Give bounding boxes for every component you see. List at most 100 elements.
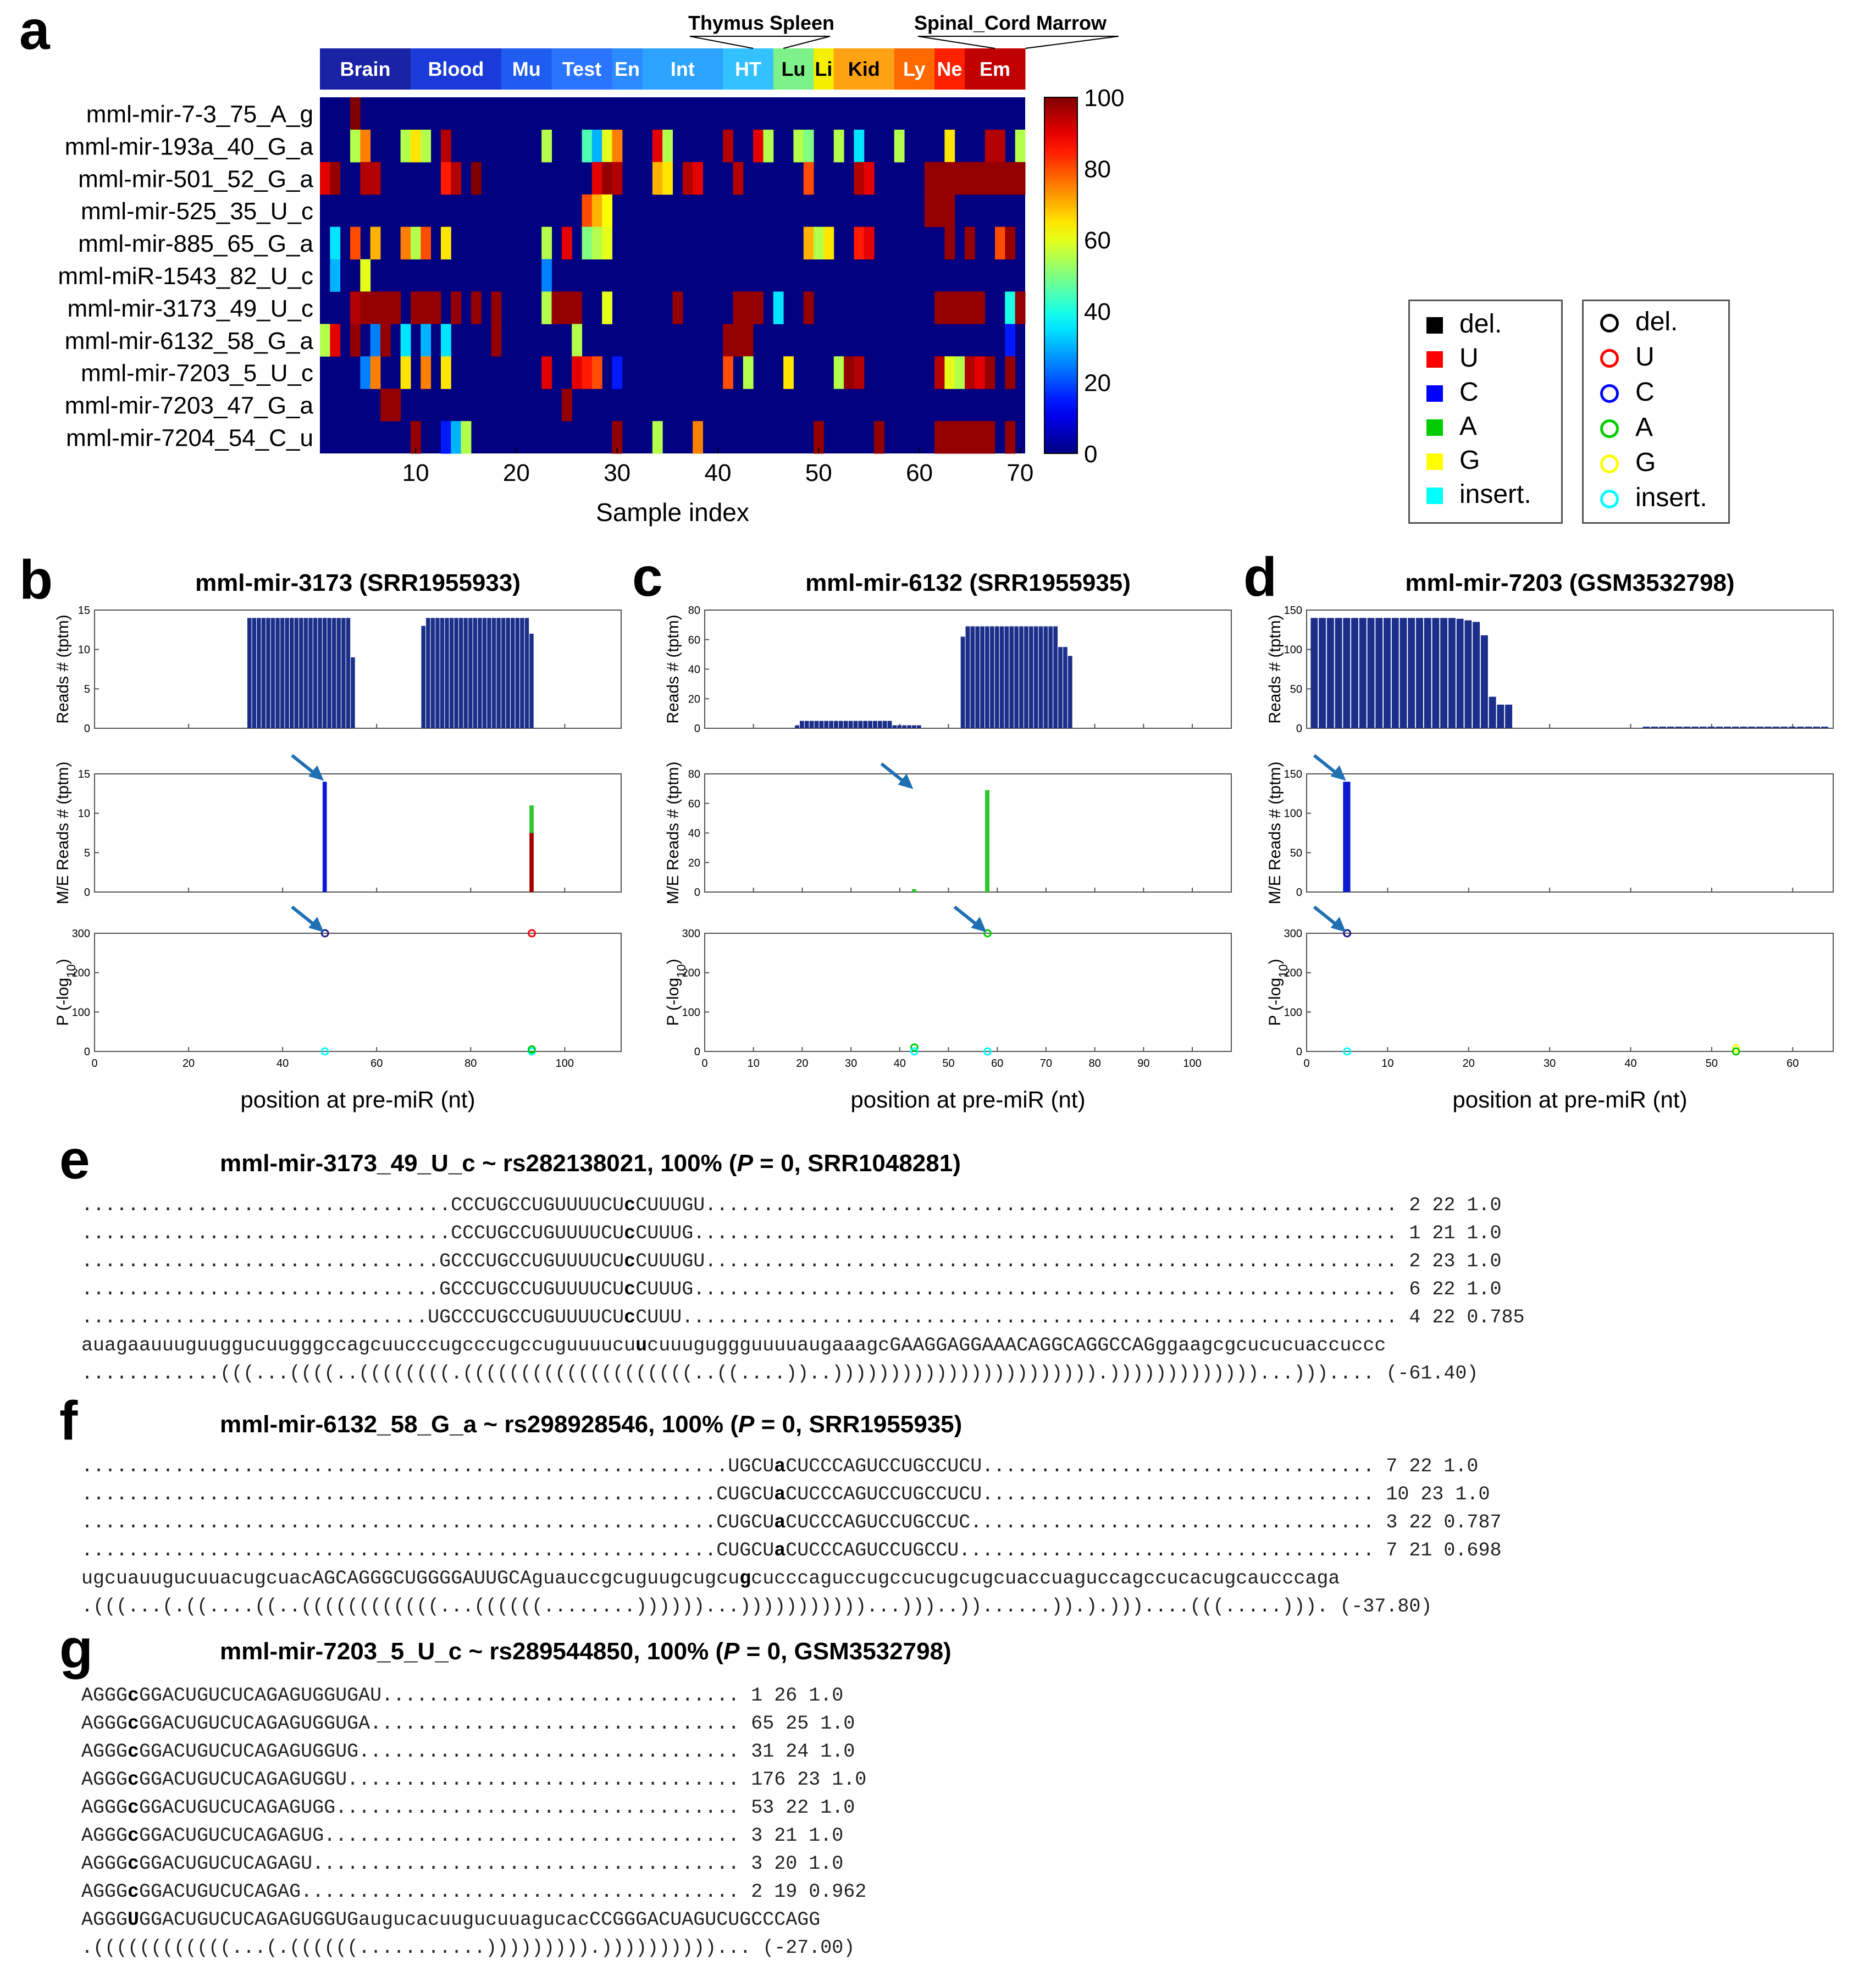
read-bar bbox=[814, 721, 819, 728]
heatmap-cell bbox=[763, 129, 774, 163]
heatmap-cell bbox=[954, 291, 965, 324]
heatmap-x-axis-label: Sample index bbox=[596, 498, 749, 527]
legend-square-item: A bbox=[1426, 411, 1477, 441]
heatmap-cell bbox=[743, 324, 754, 357]
read-bar bbox=[331, 618, 336, 728]
read-bar bbox=[1716, 727, 1723, 728]
y-tick-label: 80 bbox=[688, 768, 700, 780]
y-tick-label: 15 bbox=[78, 768, 90, 780]
p-value-point bbox=[1732, 1044, 1740, 1053]
read-bar bbox=[1764, 727, 1772, 728]
alignment-g-title-text: mml-mir-7203_5_U_c ~ rs289544850, 100% ( bbox=[220, 1638, 724, 1665]
legend-square-item: U bbox=[1426, 343, 1479, 373]
alignment-segment: AGGG bbox=[81, 1797, 128, 1819]
heatmap-cell bbox=[854, 129, 865, 163]
panel-d-y-label-0: Reads # (tptm) bbox=[1266, 614, 1284, 723]
arrow-head bbox=[1330, 765, 1346, 781]
read-bar bbox=[1326, 618, 1334, 728]
y-label-subscript: 10 bbox=[64, 964, 78, 977]
heatmap-cell bbox=[602, 226, 613, 260]
heatmap-cell bbox=[582, 226, 593, 260]
panel-letter-e: e bbox=[59, 1129, 90, 1190]
y-tick-label: 0 bbox=[84, 723, 90, 735]
alignment-segment: CUCCCAGUCCUGCCUCU.......................… bbox=[786, 1455, 1479, 1477]
heatmap-cell bbox=[350, 129, 361, 163]
x-tick-label: 40 bbox=[276, 1057, 289, 1070]
alignment-segment: AGGG bbox=[81, 1853, 128, 1875]
heatmap-cell bbox=[753, 129, 764, 163]
x-tick-label: 30 bbox=[1544, 1057, 1556, 1070]
variant-base: g bbox=[739, 1568, 751, 1590]
read-bar bbox=[1505, 705, 1513, 728]
tissue-bar-label: Blood bbox=[428, 58, 484, 80]
heatmap-row-label: mml-mir-6132_58_G_a bbox=[65, 328, 314, 355]
read-bar bbox=[1063, 647, 1067, 728]
alignment-segment: AGGG bbox=[81, 1741, 128, 1763]
heatmap-row-label: mml-mir-501_52_G_a bbox=[78, 165, 313, 192]
alignment-segment: CUUUG...................................… bbox=[635, 1278, 1502, 1300]
panel-d-x-label: position at pre-miR (nt) bbox=[1452, 1087, 1687, 1112]
read-bar bbox=[1805, 727, 1812, 728]
heatmap-cell bbox=[944, 129, 955, 163]
heatmap-cell bbox=[864, 226, 875, 260]
heatmap-cell bbox=[854, 226, 865, 260]
heatmap-cell bbox=[572, 291, 583, 324]
read-bar bbox=[834, 721, 838, 728]
heatmap-cell bbox=[944, 291, 955, 324]
legend-circle-label: A bbox=[1635, 413, 1653, 442]
heatmap-cell bbox=[662, 162, 673, 195]
alignment-segment: GGACUGUCUCAGAGUGGUGA....................… bbox=[139, 1713, 855, 1735]
alignment-segment: GGACUGUCUCAGAGUGGUGaugucacuugucuuagucacC… bbox=[139, 1909, 821, 1931]
heatmap-cell bbox=[440, 421, 451, 454]
read-bar bbox=[430, 618, 435, 728]
read-bar bbox=[1489, 696, 1496, 728]
heatmap-cell bbox=[451, 291, 462, 324]
alignment-segment: auagaauuuguuggucuugggccagcuucccugcccugcc… bbox=[81, 1334, 636, 1356]
legend-circle-item: A bbox=[1600, 412, 1653, 442]
heatmap-cell bbox=[582, 356, 593, 389]
heatmap-cell bbox=[350, 97, 361, 130]
y-tick-label: 10 bbox=[78, 808, 90, 820]
read-bar bbox=[853, 721, 858, 728]
read-bar bbox=[449, 618, 454, 728]
heatmap-cell bbox=[965, 291, 975, 324]
panel-letter-a: a bbox=[19, 0, 50, 61]
variant-base: c bbox=[128, 1881, 140, 1903]
alignment-f-title-text: mml-mir-6132_58_G_a ~ rs298928546, 100% … bbox=[220, 1411, 739, 1438]
heatmap-cell bbox=[874, 421, 884, 454]
variant-base: a bbox=[774, 1455, 786, 1477]
read-bar bbox=[510, 618, 515, 728]
y-tick-label: 0 bbox=[694, 1046, 700, 1058]
mutation-bar bbox=[985, 790, 990, 892]
heatmap-cell bbox=[965, 226, 975, 260]
heatmap-cell bbox=[1005, 162, 1016, 195]
read-bar bbox=[804, 721, 809, 728]
read-bar bbox=[1014, 626, 1019, 728]
x-tick-label: 0 bbox=[91, 1057, 97, 1070]
legend-circle-label: C bbox=[1635, 378, 1655, 407]
x-tick-label: 60 bbox=[370, 1057, 383, 1070]
heatmap-cell bbox=[803, 291, 814, 324]
heatmap-cell bbox=[723, 356, 733, 389]
alignment-segment: AGGG bbox=[81, 1713, 128, 1735]
alignment-segment: CUUUGU..................................… bbox=[635, 1250, 1502, 1272]
read-bar bbox=[1343, 618, 1351, 728]
panel-b-axes-2 bbox=[94, 933, 622, 1052]
y-tick-label: 200 bbox=[682, 967, 700, 979]
read-bar bbox=[1464, 620, 1472, 728]
alignment-line: AGGGcGGACUGUCUCAGAGUGGUGAU..............… bbox=[81, 1682, 866, 1710]
read-bar bbox=[1724, 727, 1732, 728]
read-bar bbox=[985, 626, 989, 728]
tissue-bar-label: Int bbox=[671, 58, 695, 80]
read-bar bbox=[463, 618, 468, 728]
read-bar bbox=[897, 725, 902, 728]
tissue-bar-label: HT bbox=[735, 58, 761, 80]
heatmap-row-label: mml-mir-7-3_75_A_g bbox=[86, 101, 313, 128]
tissue-bar-segment bbox=[965, 48, 1026, 90]
tissue-bar-segment bbox=[833, 48, 895, 90]
legend-circle-item: C bbox=[1600, 377, 1655, 407]
heatmap-cell bbox=[591, 226, 602, 260]
alignment-g-title: mml-mir-7203_5_U_c ~ rs289544850, 100% (… bbox=[220, 1638, 952, 1665]
heatmap-cell bbox=[854, 162, 865, 195]
